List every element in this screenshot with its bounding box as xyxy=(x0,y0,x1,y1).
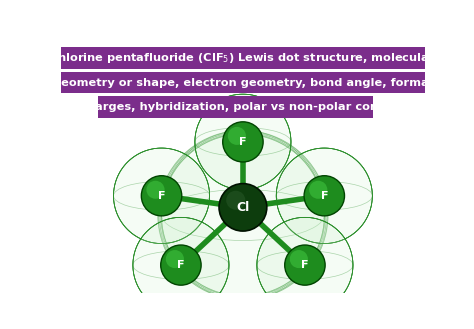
Ellipse shape xyxy=(113,148,210,243)
Circle shape xyxy=(226,191,246,210)
Text: F: F xyxy=(177,260,185,270)
Text: F: F xyxy=(239,137,246,147)
Bar xyxy=(61,47,425,69)
Circle shape xyxy=(228,127,246,145)
Text: geometry or shape, electron geometry, bond angle, formal: geometry or shape, electron geometry, bo… xyxy=(53,78,433,88)
Text: Cl: Cl xyxy=(237,201,249,214)
Ellipse shape xyxy=(276,148,373,243)
Circle shape xyxy=(166,250,184,268)
Circle shape xyxy=(219,184,267,231)
Text: charges, hybridization, polar vs non-polar concept: charges, hybridization, polar vs non-pol… xyxy=(80,102,406,112)
Circle shape xyxy=(290,250,308,268)
Circle shape xyxy=(304,176,345,216)
Circle shape xyxy=(141,176,182,216)
Text: F: F xyxy=(320,191,328,201)
Ellipse shape xyxy=(133,217,229,313)
Bar xyxy=(61,72,425,93)
Circle shape xyxy=(161,245,201,285)
Ellipse shape xyxy=(162,130,324,300)
Circle shape xyxy=(223,122,263,162)
Ellipse shape xyxy=(195,94,291,190)
Circle shape xyxy=(285,245,325,285)
Circle shape xyxy=(309,181,328,199)
Bar xyxy=(98,96,373,118)
Text: F: F xyxy=(301,260,309,270)
Ellipse shape xyxy=(257,217,353,313)
Circle shape xyxy=(146,181,164,199)
Text: Chlorine pentafluoride (ClF$_5$) Lewis dot structure, molecular: Chlorine pentafluoride (ClF$_5$) Lewis d… xyxy=(49,51,437,65)
Text: F: F xyxy=(158,191,165,201)
